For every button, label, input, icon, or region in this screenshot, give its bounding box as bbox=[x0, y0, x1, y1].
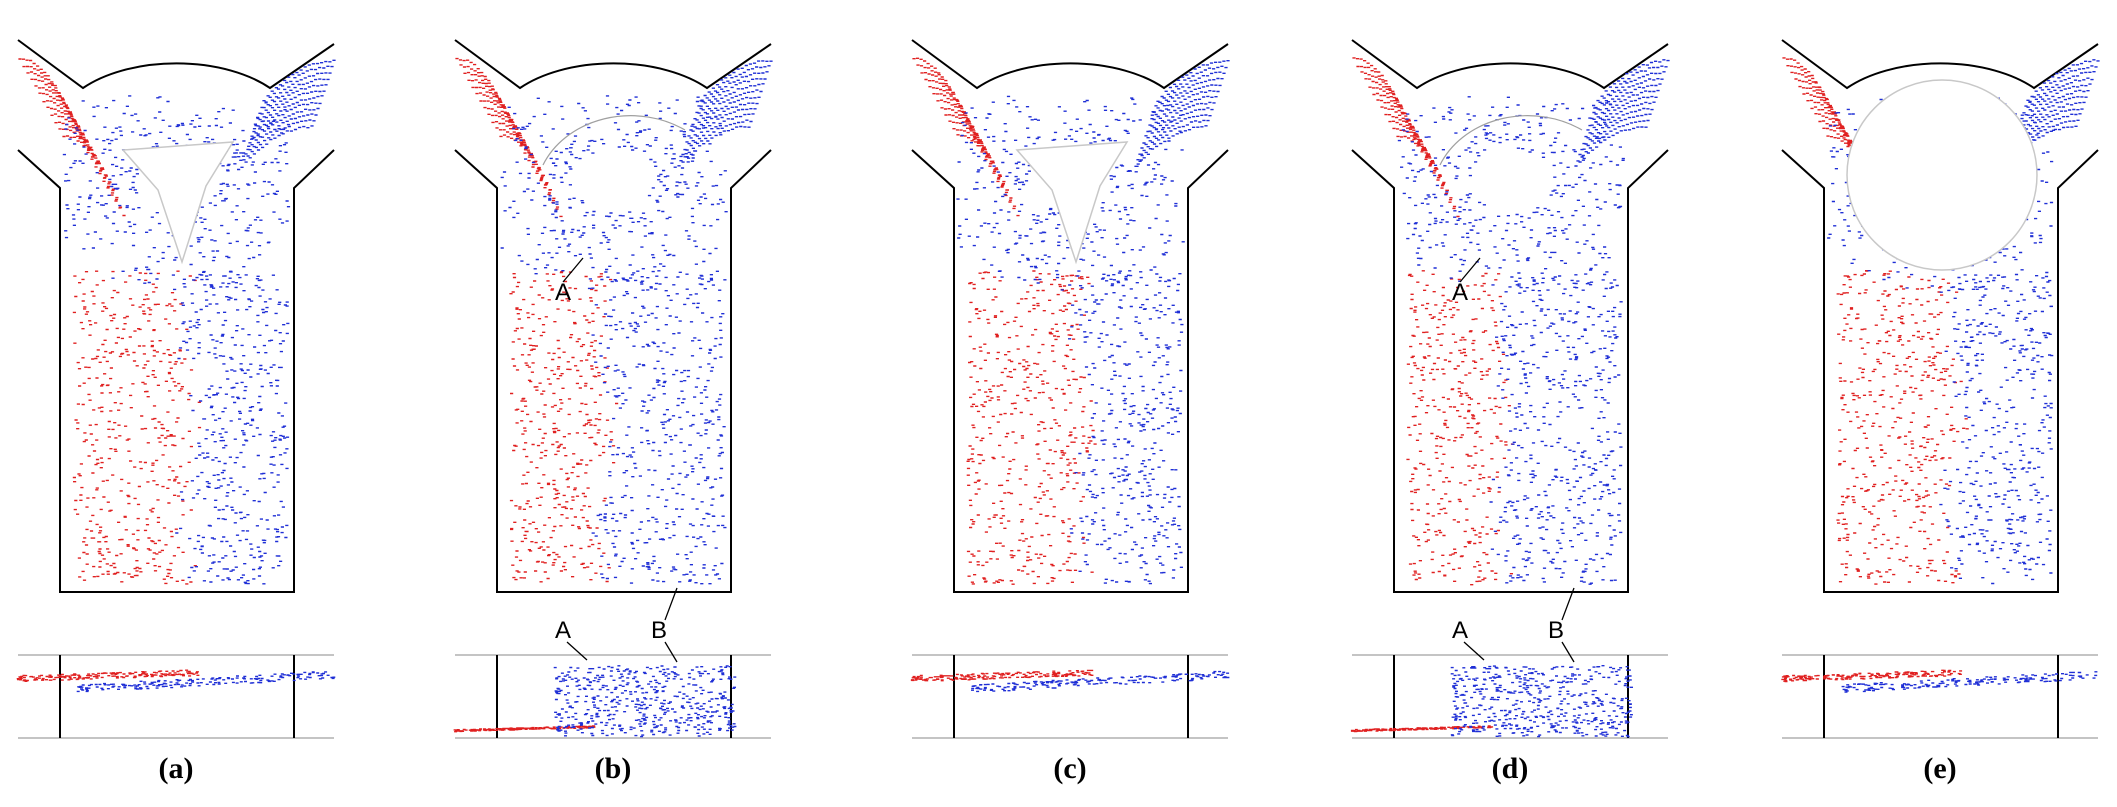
mixer-wall bbox=[911, 39, 1229, 593]
annotation-b-side: B bbox=[1548, 617, 1564, 644]
side-view-blue-particles bbox=[1450, 665, 1633, 738]
pointer-b-side bbox=[1561, 641, 1575, 663]
fluid-red-particles bbox=[455, 57, 619, 583]
annotation-a-side: A bbox=[1452, 617, 1468, 644]
mixer-wall bbox=[17, 39, 335, 593]
rotor-outline bbox=[1439, 115, 1583, 166]
side-view-red-particles bbox=[1350, 725, 1494, 733]
fluid-red-particles bbox=[1352, 57, 1515, 586]
pointer-b-top bbox=[1561, 587, 1575, 621]
pointer-a-side bbox=[566, 641, 588, 661]
panel-a: (a) bbox=[16, 39, 336, 785]
annotation-a-side: A bbox=[555, 617, 571, 644]
pointer-b-side bbox=[664, 641, 678, 663]
fluid-red-particles bbox=[912, 57, 1097, 585]
pointer-a-top bbox=[1459, 257, 1481, 283]
panel-caption: (a) bbox=[159, 752, 194, 785]
panel-c: (c) bbox=[910, 39, 1230, 785]
side-view-blue-particles bbox=[553, 665, 737, 738]
rotor-obstacle bbox=[121, 141, 235, 265]
side-view-red-particles bbox=[910, 669, 1094, 682]
side-view-red-particles bbox=[1781, 669, 1963, 683]
panel-caption: (c) bbox=[1053, 752, 1086, 785]
rotor-obstacle bbox=[1015, 141, 1129, 265]
panel-b: A A B (b) bbox=[453, 39, 773, 785]
annotation-a-top: A bbox=[555, 279, 571, 306]
side-view-blue-particles bbox=[1841, 671, 2098, 693]
side-view-blue-particles bbox=[76, 671, 336, 693]
rotor-outline bbox=[542, 115, 686, 166]
mixer-wall bbox=[1781, 39, 2099, 593]
fluid-blue-particles bbox=[500, 60, 773, 585]
fluid-red-particles bbox=[18, 58, 202, 585]
pointer-b-top bbox=[664, 587, 678, 621]
pointer-a-top bbox=[562, 257, 584, 283]
panel-caption: (b) bbox=[595, 752, 632, 785]
panel-caption: (d) bbox=[1492, 752, 1529, 785]
mixer-wall bbox=[454, 39, 772, 593]
rotor-obstacle bbox=[1846, 79, 2038, 271]
panel-e: (e) bbox=[1781, 39, 2100, 785]
mixer-wall bbox=[1351, 39, 1669, 593]
annotation-b-side: B bbox=[651, 617, 667, 644]
panel-caption: (e) bbox=[1923, 752, 1956, 785]
annotation-a-top: A bbox=[1452, 279, 1468, 306]
side-view-red-particles bbox=[16, 669, 200, 682]
pointer-a-side bbox=[1463, 641, 1485, 661]
side-view-blue-particles bbox=[971, 670, 1230, 693]
panel-d: A A B (d) bbox=[1350, 39, 1670, 785]
